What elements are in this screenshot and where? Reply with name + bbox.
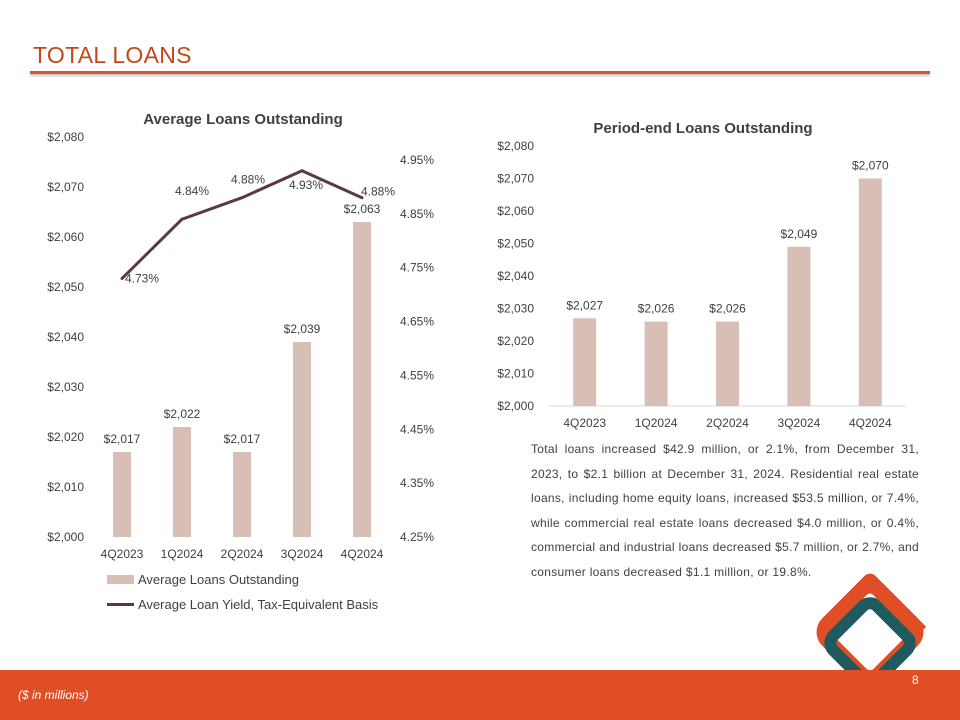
loans-summary-text: Total loans increased $42.9 million, or … [531,442,919,579]
bar-data-label: $2,070 [852,159,889,173]
y2-axis-tick-label: 4.55% [400,368,434,382]
x-axis-tick-label: 4Q2024 [341,547,384,561]
legend-swatch-bar [107,575,134,584]
footnote-units: ($ in millions) [18,688,89,702]
y2-axis-tick-label: 4.75% [400,261,434,275]
y-axis-tick-label: $2,050 [497,237,534,251]
y2-axis-tick-label: 4.65% [400,315,434,329]
y-axis-tick-label: $2,070 [497,172,534,186]
chart-title-period-end-loans: Period-end Loans Outstanding [593,120,813,137]
y2-axis-tick-label: 4.25% [400,530,434,544]
bar [716,321,739,406]
y-axis-tick-label: $2,000 [47,530,84,544]
bar-data-label: $2,017 [224,432,261,446]
company-logo-icon [816,573,927,689]
yield-data-label: 4.84% [175,184,209,198]
bar [858,178,882,406]
bar [787,246,811,406]
yield-data-label: 4.73% [125,271,159,285]
x-axis-tick-label: 4Q2024 [849,416,892,430]
bar-data-label: $2,063 [344,202,381,216]
bar-data-label: $2,027 [566,298,603,312]
legend-item-average-loans: Average Loans Outstanding [107,572,299,587]
y-axis-tick-label: $2,060 [47,230,84,244]
bar-data-label: $2,022 [164,407,201,421]
yield-point [360,196,364,200]
bar [573,318,597,406]
y-axis-tick-label: $2,080 [47,130,84,144]
y-axis-tick-label: $2,040 [497,269,534,283]
y-axis-tick-label: $2,010 [47,480,84,494]
yield-point [300,169,304,173]
legend-item-loan-yield: Average Loan Yield, Tax-Equivalent Basis [107,597,378,612]
bar [173,427,191,537]
x-axis-tick-label: 4Q2023 [563,416,606,430]
y2-axis-tick-label: 4.45% [400,422,434,436]
y-axis-tick-label: $2,070 [47,180,84,194]
y-axis-tick-label: $2,080 [497,139,534,153]
y-axis-tick-label: $2,040 [47,330,84,344]
x-axis-tick-label: 4Q2023 [101,547,144,561]
bar-data-label: $2,026 [638,302,675,316]
yield-data-label: 4.93% [289,178,323,192]
y-axis-tick-label: $2,030 [497,302,534,316]
yield-data-label: 4.88% [231,173,265,187]
bar-data-label: $2,017 [104,432,141,446]
bar-data-label: $2,049 [781,227,818,241]
x-axis-tick-label: 3Q2024 [778,416,821,430]
bar-data-label: $2,026 [709,302,746,316]
x-axis-tick-label: 2Q2024 [706,416,749,430]
x-axis-tick-label: 3Q2024 [281,547,324,561]
logo-teal-diamond [824,597,916,689]
y2-axis-tick-label: 4.85% [400,207,434,221]
legend-label-loan-yield: Average Loan Yield, Tax-Equivalent Basis [138,597,379,612]
x-axis-tick-label: 2Q2024 [221,547,264,561]
yield-point [180,217,184,221]
y2-axis-tick-label: 4.95% [400,153,434,167]
yield-point [120,276,124,280]
bar [113,452,131,537]
slide-title: TOTAL LOANS [33,42,192,68]
y-axis-tick-label: $2,010 [497,367,534,381]
legend-swatch-line [107,603,134,606]
y-axis-tick-label: $2,000 [497,399,534,413]
bar [233,452,251,537]
footer-bar [0,670,960,720]
bar [644,321,668,406]
y-axis-tick-label: $2,050 [47,280,84,294]
x-axis-tick-label: 1Q2024 [635,416,678,430]
page-number: 8 [912,673,919,687]
y2-axis-tick-label: 4.35% [400,476,434,490]
y-axis-tick-label: $2,060 [497,204,534,218]
x-axis-tick-label: 1Q2024 [161,547,204,561]
y-axis-tick-label: $2,030 [47,380,84,394]
chart-title-average-loans: Average Loans Outstanding [143,111,343,128]
bar-data-label: $2,039 [284,322,321,336]
bar [353,222,371,537]
legend-label-average-loans: Average Loans Outstanding [138,572,299,587]
title-divider [30,71,930,74]
bar [293,342,311,537]
y-axis-tick-label: $2,020 [47,430,84,444]
yield-data-label: 4.88% [361,185,395,199]
yield-point [240,196,244,200]
y-axis-tick-label: $2,020 [497,334,534,348]
